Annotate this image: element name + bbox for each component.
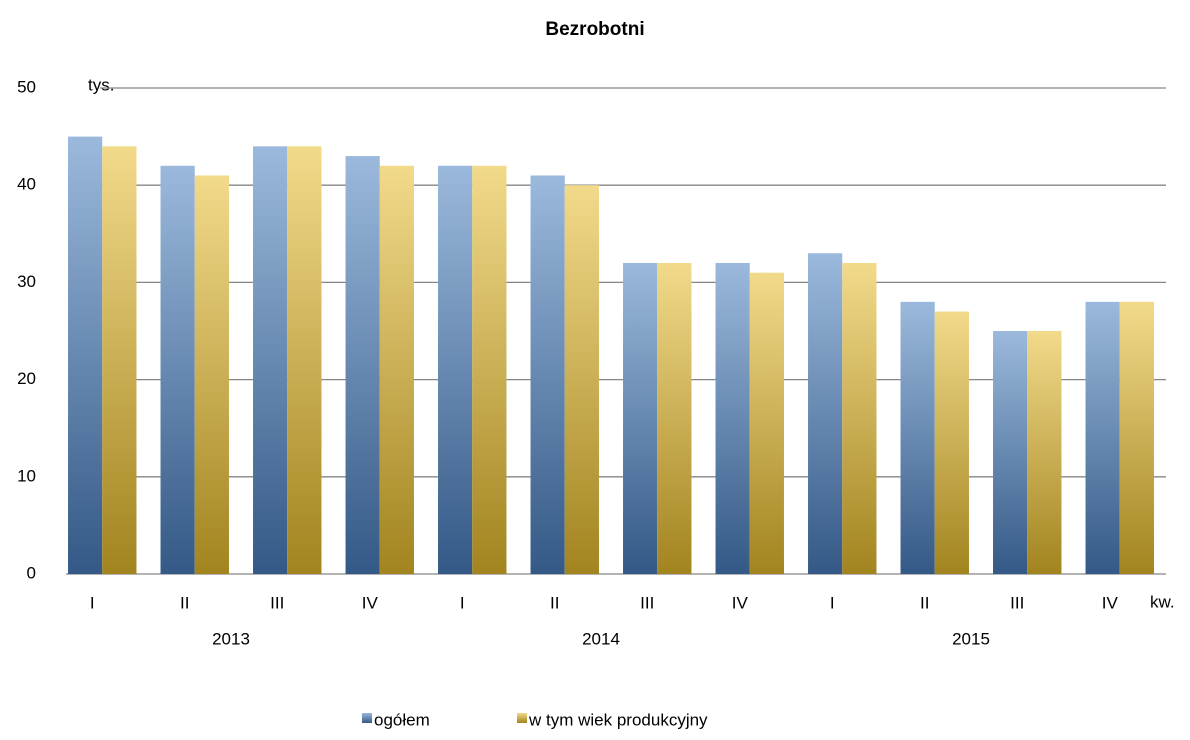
bar bbox=[808, 253, 843, 575]
y-tick-label: 40 bbox=[17, 175, 36, 194]
bar bbox=[287, 146, 322, 574]
y-tick-label: 30 bbox=[17, 272, 36, 291]
bar bbox=[194, 175, 229, 575]
bar bbox=[530, 175, 565, 575]
legend-swatch bbox=[362, 713, 372, 723]
bar bbox=[564, 185, 599, 574]
x-tick-label: IV bbox=[732, 593, 749, 612]
y-tick-label: 10 bbox=[17, 466, 36, 485]
bar bbox=[253, 146, 288, 574]
y-tick-label: 20 bbox=[17, 369, 36, 388]
bar bbox=[102, 146, 137, 574]
bar bbox=[345, 156, 380, 575]
bar bbox=[842, 262, 877, 574]
year-label: 2013 bbox=[212, 629, 250, 648]
x-unit: kw. bbox=[1150, 592, 1175, 611]
bar bbox=[68, 136, 103, 574]
legend-swatch bbox=[517, 713, 527, 723]
x-tick-label: III bbox=[1010, 593, 1024, 612]
x-tick-label: II bbox=[920, 593, 929, 612]
x-tick-label: IV bbox=[362, 593, 379, 612]
bar bbox=[715, 262, 750, 574]
chart-title: Bezrobotni bbox=[545, 19, 644, 40]
bar bbox=[160, 165, 195, 574]
y-tick-label: 0 bbox=[27, 563, 36, 582]
x-tick-label: II bbox=[180, 593, 189, 612]
x-tick-label: IV bbox=[1102, 593, 1119, 612]
y-unit: tys. bbox=[88, 75, 114, 94]
year-label: 2015 bbox=[952, 629, 990, 648]
x-tick-label: III bbox=[270, 593, 284, 612]
bar bbox=[934, 311, 969, 574]
x-tick-label: I bbox=[830, 593, 835, 612]
legend-label: w tym wiek produkcyjny bbox=[528, 710, 708, 729]
x-tick-label: II bbox=[550, 593, 559, 612]
x-tick-label: I bbox=[460, 593, 465, 612]
bar bbox=[379, 165, 414, 574]
bar bbox=[1027, 331, 1062, 574]
bar bbox=[900, 301, 935, 574]
legend-label: ogółem bbox=[374, 710, 430, 729]
bar bbox=[657, 262, 692, 574]
bar bbox=[1085, 301, 1120, 574]
bar bbox=[472, 165, 507, 574]
bar bbox=[993, 331, 1028, 574]
x-tick-label: III bbox=[640, 593, 654, 612]
bar bbox=[623, 262, 658, 574]
bar bbox=[1119, 301, 1154, 574]
y-tick-label: 50 bbox=[17, 77, 36, 96]
bar bbox=[438, 165, 473, 574]
year-label: 2014 bbox=[582, 629, 620, 648]
bar bbox=[749, 272, 784, 574]
x-tick-label: I bbox=[90, 593, 95, 612]
